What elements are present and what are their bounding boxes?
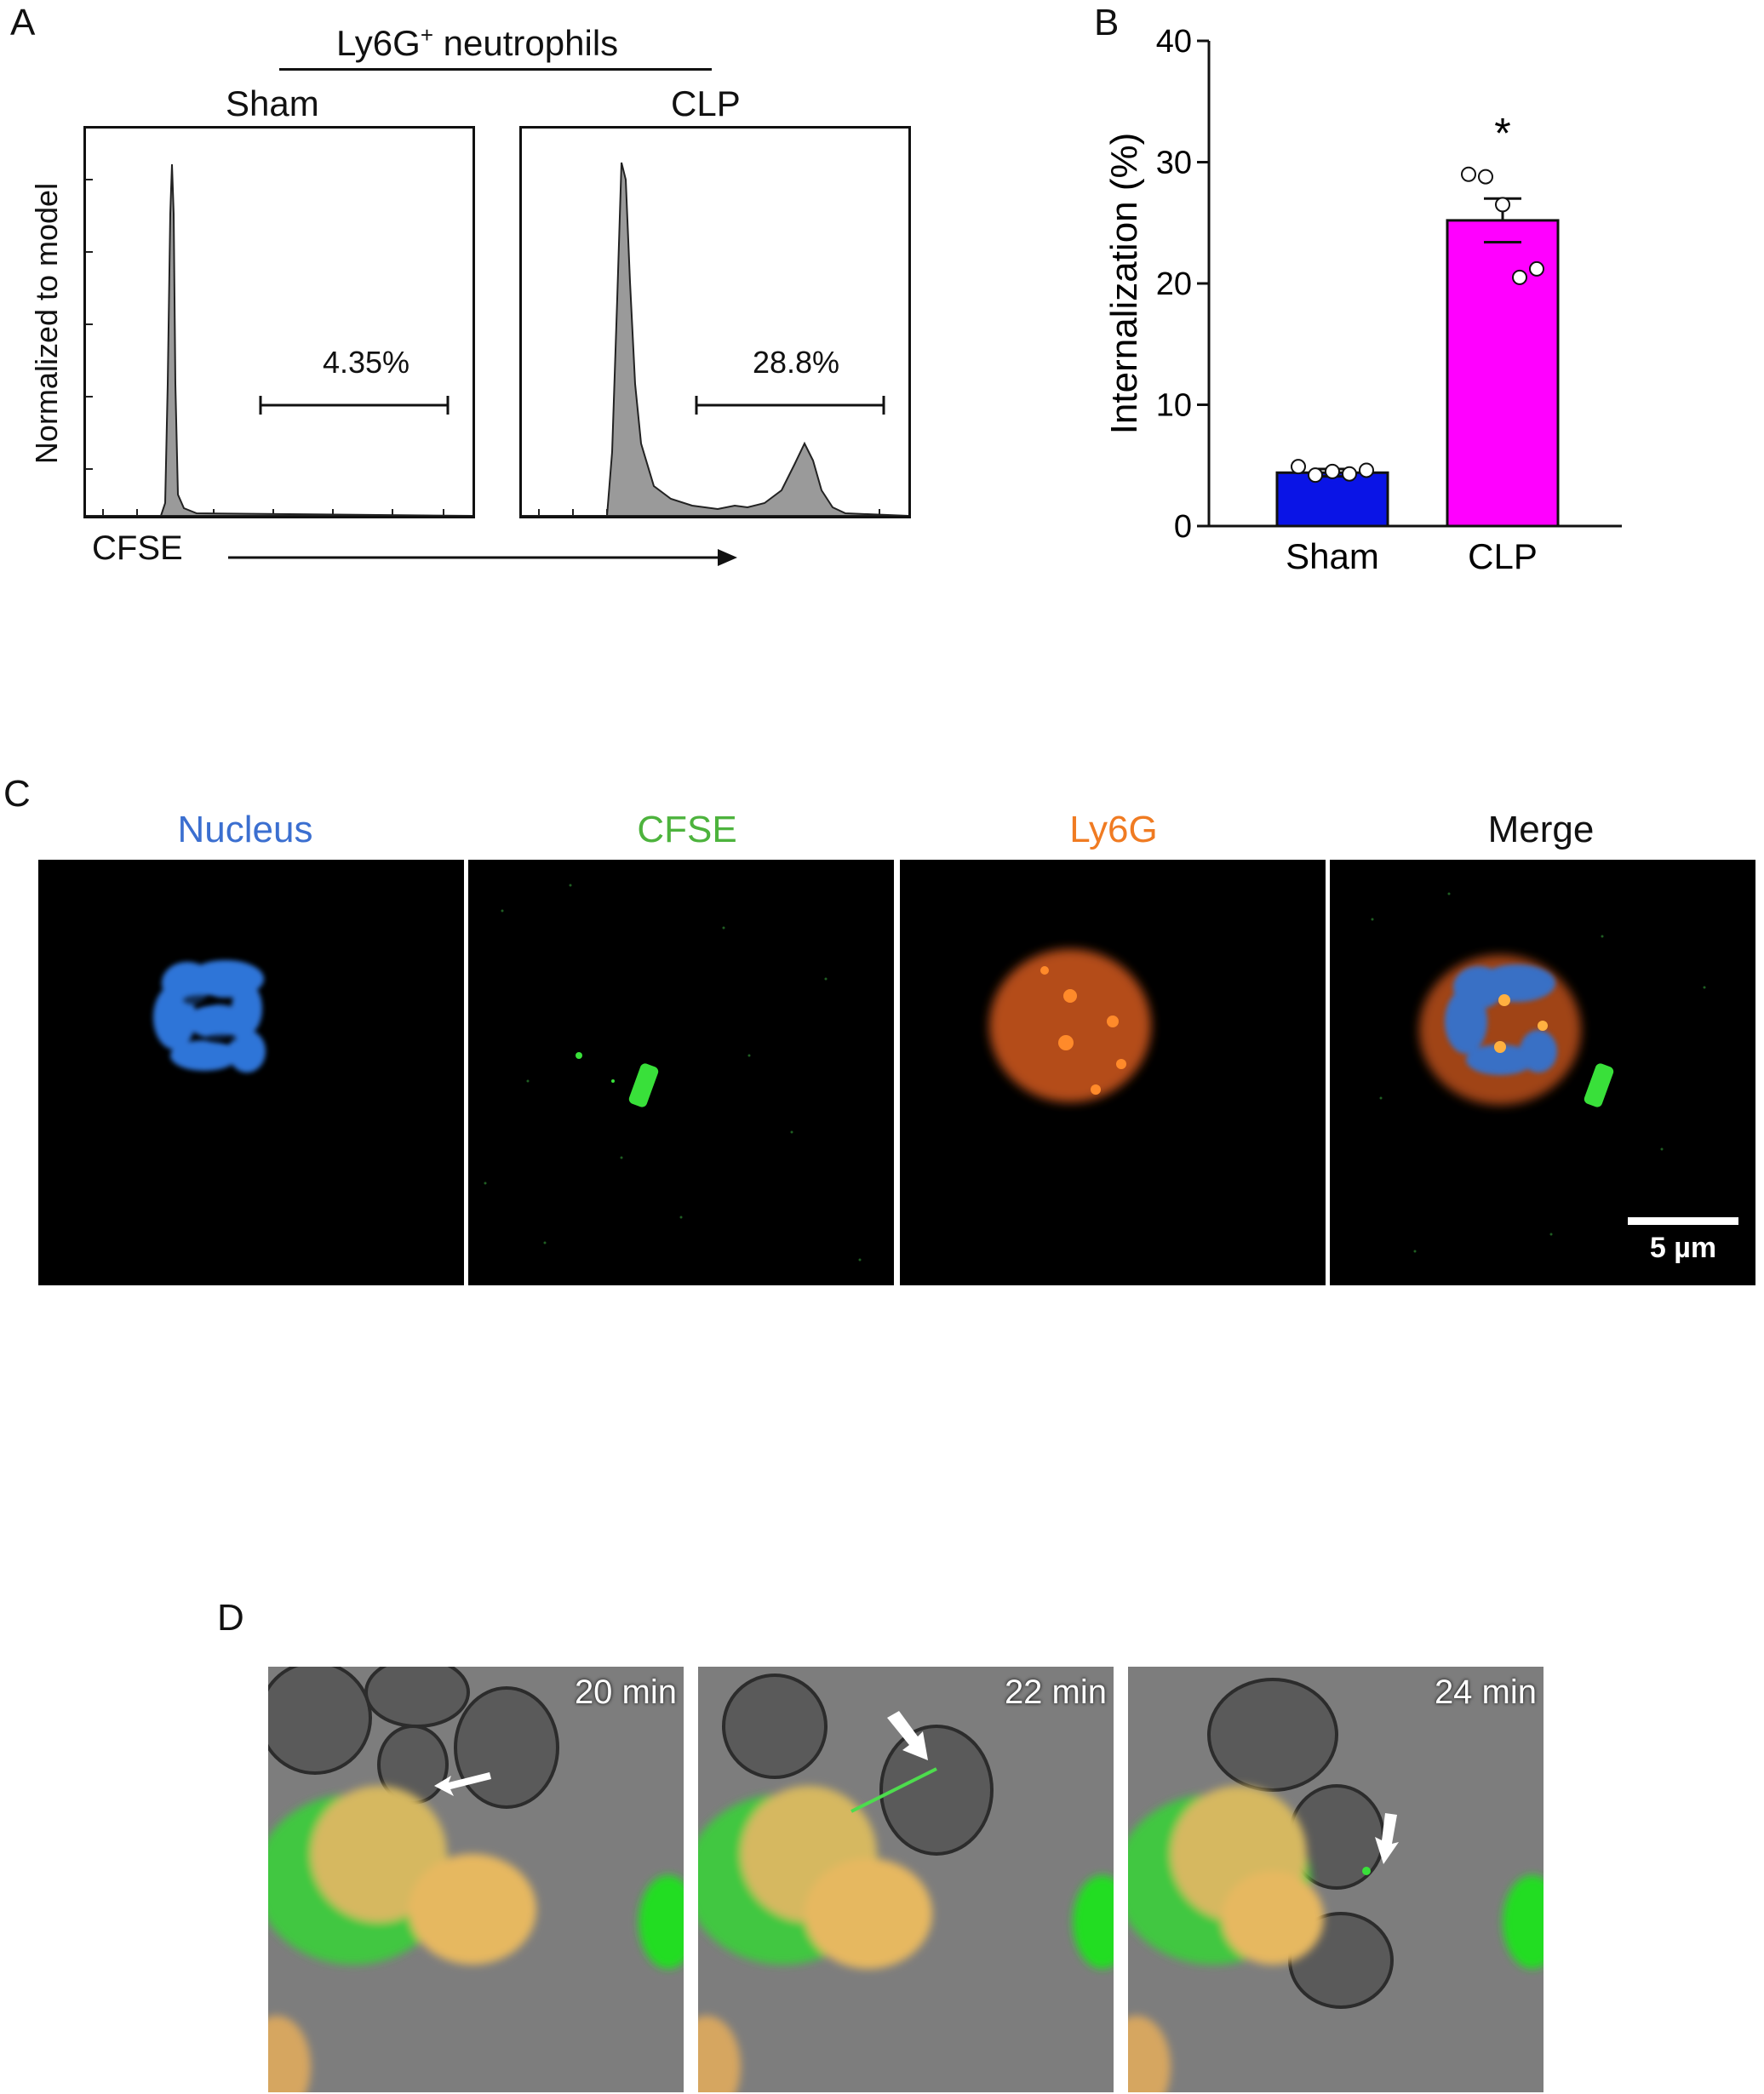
panel-b-letter: B <box>1094 2 1120 43</box>
data-point <box>1342 466 1357 482</box>
y-tick-label: 0 <box>1174 509 1192 545</box>
x-category-label: CLP <box>1468 536 1538 576</box>
y-tick-label: 40 <box>1156 24 1192 60</box>
y-tick-label: 30 <box>1156 146 1192 181</box>
histogram-group-label-sham: Sham <box>226 83 319 123</box>
time-label-3: 24 min <box>1434 1673 1537 1711</box>
histogram-clp-plot <box>522 162 909 517</box>
x-category-label: Sham <box>1286 536 1379 576</box>
x-axis-arrow <box>228 549 737 566</box>
data-point <box>1359 462 1374 478</box>
data-point <box>1529 260 1544 277</box>
cfse-stain <box>484 884 862 1262</box>
x-axis-label: CFSE <box>92 529 183 567</box>
population-suffix: neutrophils <box>433 23 619 63</box>
data-point <box>1291 459 1306 475</box>
frame-2-image <box>698 1673 1114 2092</box>
panel-c-letter: C <box>3 773 31 815</box>
population-sup: + <box>420 22 434 48</box>
population-bracket-line <box>279 68 712 71</box>
y-tick-label: 20 <box>1156 266 1192 302</box>
bar-sham <box>1275 471 1389 528</box>
data-point <box>1325 463 1340 479</box>
panel-d-letter: D <box>217 1597 244 1639</box>
timelapse-frame-2: 22 min <box>698 1667 1114 2092</box>
histogram-sham-plot <box>86 163 473 517</box>
y-axis-label: Normalized to model <box>29 182 64 465</box>
time-label-1: 20 min <box>574 1673 677 1711</box>
channel-title-cfse: CFSE <box>637 809 737 850</box>
data-point <box>1461 166 1476 182</box>
micrograph-nucleus <box>38 860 464 1285</box>
y-axis-title: Internalization (%) <box>1103 133 1145 435</box>
bar-chart: 0 10 20 30 40 Internalization (%) Sham CLP * <box>1103 24 1622 576</box>
micrograph-cfse <box>468 860 894 1285</box>
channel-title-merge: Merge <box>1487 809 1595 850</box>
micrograph-merge: 5 µm <box>1330 860 1755 1285</box>
panel-a-letter: A <box>10 2 36 43</box>
population-title: Ly6G+ neutrophils <box>336 22 618 64</box>
frame-3-image <box>1128 1678 1544 2092</box>
ly6g-stain <box>989 949 1151 1102</box>
time-label-2: 22 min <box>1004 1673 1107 1711</box>
micrograph-ly6g <box>900 860 1326 1285</box>
significance-mark: * <box>1494 109 1510 157</box>
frame-1-image <box>268 1667 684 2092</box>
merge-stain <box>1371 892 1706 1253</box>
histogram-clp <box>519 126 911 518</box>
y-tick-label: 10 <box>1156 388 1192 424</box>
scale-bar-label: 5 µm <box>1649 1232 1717 1264</box>
channel-title-ly6g: Ly6G <box>1069 809 1158 850</box>
data-point <box>1495 197 1510 213</box>
histogram-group-label-clp: CLP <box>671 83 741 123</box>
timelapse-frame-3: 24 min <box>1128 1667 1544 2092</box>
gate-percent-sham: 4.35% <box>322 345 410 380</box>
population-label: Ly6G <box>336 23 421 63</box>
data-point <box>1512 269 1527 285</box>
data-point <box>1308 467 1323 483</box>
data-point <box>1478 169 1493 185</box>
nucleus-stain <box>153 960 266 1073</box>
gate-percent-clp: 28.8% <box>752 345 840 380</box>
timelapse-frame-1: 20 min <box>268 1667 684 2092</box>
channel-title-nucleus: Nucleus <box>177 809 313 850</box>
scale-bar <box>1628 1217 1738 1225</box>
histogram-sham <box>83 126 475 518</box>
